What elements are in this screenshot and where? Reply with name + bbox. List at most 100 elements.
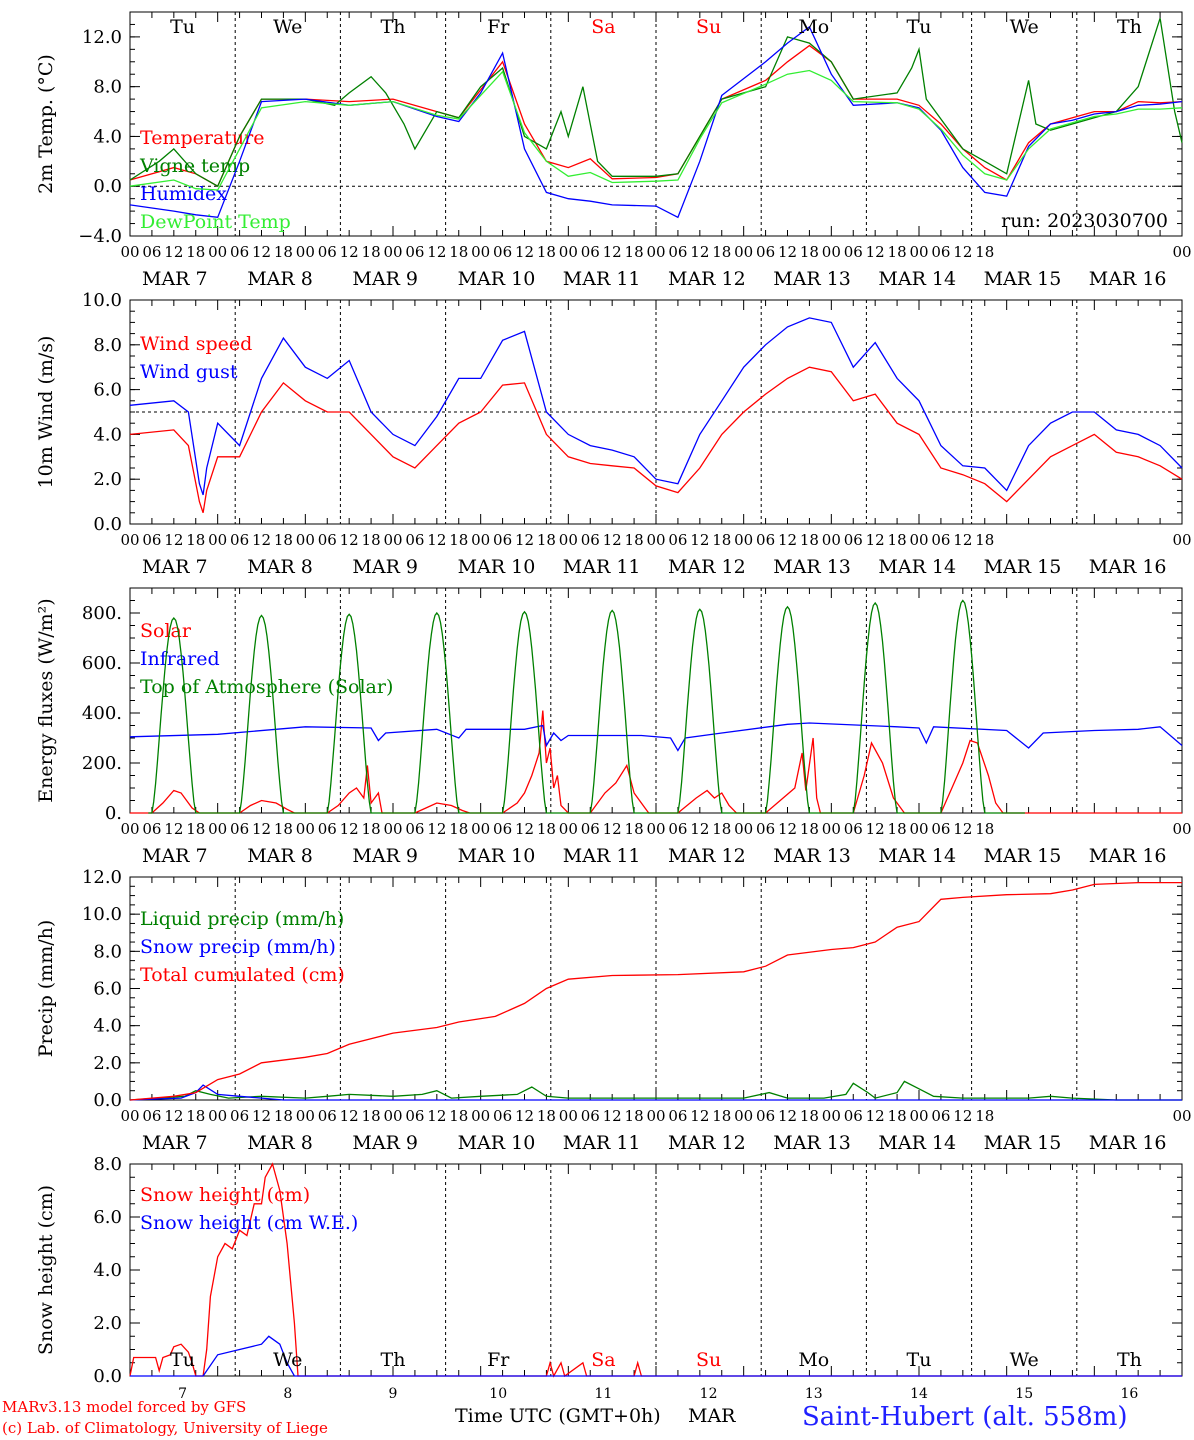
x-axis-label: Time UTC (GMT+0h)	[455, 1405, 661, 1427]
hour-tick-label: 00	[1172, 531, 1191, 549]
y-tick-label: 2.0	[93, 1313, 122, 1334]
hour-tick-label: 18	[888, 531, 907, 549]
date-label: MAR 13	[773, 1132, 851, 1154]
date-label: MAR 11	[563, 845, 641, 867]
hour-tick-label: 00	[734, 820, 753, 838]
date-label: MAR 14	[878, 556, 956, 578]
y-tick-label: 4.0	[93, 424, 122, 445]
hour-tick-label: 18	[449, 531, 468, 549]
hour-tick-label: 18	[888, 1107, 907, 1125]
day-number-label: 12	[700, 1386, 718, 1402]
hour-tick-label: 00	[1172, 243, 1191, 261]
hour-tick-label: 06	[405, 243, 424, 261]
hour-tick-label: 06	[318, 531, 337, 549]
hour-tick-label: 12	[252, 820, 271, 838]
series-line-snow-precip-mm-h-	[129, 1084, 1182, 1101]
hour-tick-label: 12	[778, 243, 797, 261]
hour-tick-label: 00	[822, 1107, 841, 1125]
date-label: MAR 10	[458, 1132, 536, 1154]
hour-tick-label: 00	[909, 1107, 928, 1125]
legend-entry: Solar	[140, 620, 192, 642]
hour-tick-label: 00	[296, 243, 315, 261]
y-tick-label: 2.0	[93, 1053, 122, 1074]
weekday-label: Tu	[170, 16, 195, 38]
hour-tick-label: 06	[668, 820, 687, 838]
hour-tick-label: 06	[230, 1107, 249, 1125]
hour-tick-label: 12	[953, 820, 972, 838]
legend-entry: DewPoint Temp	[140, 211, 291, 233]
date-label: MAR 14	[878, 845, 956, 867]
hour-tick-label: 12	[866, 820, 885, 838]
y-tick-label: 0.0	[93, 176, 122, 197]
hour-tick-label: 06	[844, 1107, 863, 1125]
legend-entry: Snow precip (mm/h)	[140, 936, 336, 958]
series-line-wind-speed	[129, 366, 1183, 514]
legend-entry: Wind speed	[140, 333, 252, 355]
hour-tick-label: 06	[581, 1107, 600, 1125]
hour-tick-label: 06	[230, 531, 249, 549]
legend-entry: Total cumulated (cm)	[140, 964, 345, 986]
day-number-label: 9	[389, 1386, 398, 1402]
hour-tick-label: 06	[493, 243, 512, 261]
hour-tick-label: 06	[844, 820, 863, 838]
weekday-label: Th	[381, 16, 406, 38]
date-label: MAR 7	[142, 845, 208, 867]
weekday-label: Su	[696, 1349, 721, 1371]
weekday-label: Fr	[487, 16, 510, 38]
hour-tick-label: 06	[931, 1107, 950, 1125]
hour-tick-label: 06	[318, 243, 337, 261]
hour-tick-label: 12	[427, 820, 446, 838]
hour-tick-label: 18	[274, 1107, 293, 1125]
date-label: MAR 15	[984, 556, 1062, 578]
day-number-label: 13	[805, 1386, 823, 1402]
y-tick-label: 12.0	[82, 27, 122, 48]
y-tick-label: 0.0	[93, 1090, 122, 1111]
hour-tick-label: 12	[866, 243, 885, 261]
date-label: MAR 15	[984, 268, 1062, 290]
y-tick-label: 4.0	[93, 126, 122, 147]
hour-tick-label: 06	[931, 820, 950, 838]
hour-tick-label: 18	[625, 243, 644, 261]
hour-tick-label: 12	[778, 1107, 797, 1125]
day-number-label: 7	[178, 1386, 187, 1402]
hour-tick-label: 18	[888, 820, 907, 838]
hour-tick-label: 06	[405, 820, 424, 838]
hour-tick-label: 00	[383, 531, 402, 549]
hour-tick-label: 18	[449, 820, 468, 838]
date-label: MAR 13	[773, 556, 851, 578]
legend-entry: Temperature	[140, 127, 264, 149]
hour-tick-label: 06	[581, 820, 600, 838]
hour-tick-label: 06	[493, 531, 512, 549]
hour-tick-label: 00	[559, 531, 578, 549]
series-line-dewpoint-temp	[129, 69, 1183, 191]
station-name: Saint-Hubert (alt. 558m)	[802, 1402, 1128, 1432]
y-tick-label: 12.0	[82, 867, 122, 888]
hour-tick-label: 06	[844, 243, 863, 261]
date-label: MAR 7	[142, 1132, 208, 1154]
weekday-label: We	[273, 16, 302, 38]
y-tick-label: 600.	[82, 653, 122, 674]
hour-tick-label: 06	[230, 243, 249, 261]
hour-tick-label: 00	[909, 531, 928, 549]
date-label: MAR 11	[563, 556, 641, 578]
y-tick-label: 0.0	[93, 1366, 122, 1387]
series-line-snow-height-cm-	[129, 1162, 1182, 1378]
hour-tick-label: 06	[493, 1107, 512, 1125]
hour-tick-label: 18	[362, 531, 381, 549]
weekday-label: Th	[1117, 16, 1142, 38]
hour-tick-label: 00	[383, 1107, 402, 1125]
date-label: MAR 12	[668, 845, 746, 867]
hour-tick-label: 12	[515, 243, 534, 261]
hour-tick-label: 00	[120, 531, 139, 549]
hour-tick-label: 00	[1172, 820, 1191, 838]
hour-tick-label: 18	[625, 1107, 644, 1125]
hour-tick-label: 00	[471, 1107, 490, 1125]
hour-tick-label: 12	[252, 1107, 271, 1125]
series-line-liquid-precip-mm-h-	[129, 1080, 1182, 1101]
hour-tick-label: 06	[844, 531, 863, 549]
hour-tick-label: 18	[537, 531, 556, 549]
y-axis-label: Energy fluxes (W/m²)	[35, 598, 57, 802]
hour-tick-label: 18	[975, 531, 994, 549]
y-tick-label: 10.0	[82, 904, 122, 925]
hour-tick-label: 18	[186, 243, 205, 261]
